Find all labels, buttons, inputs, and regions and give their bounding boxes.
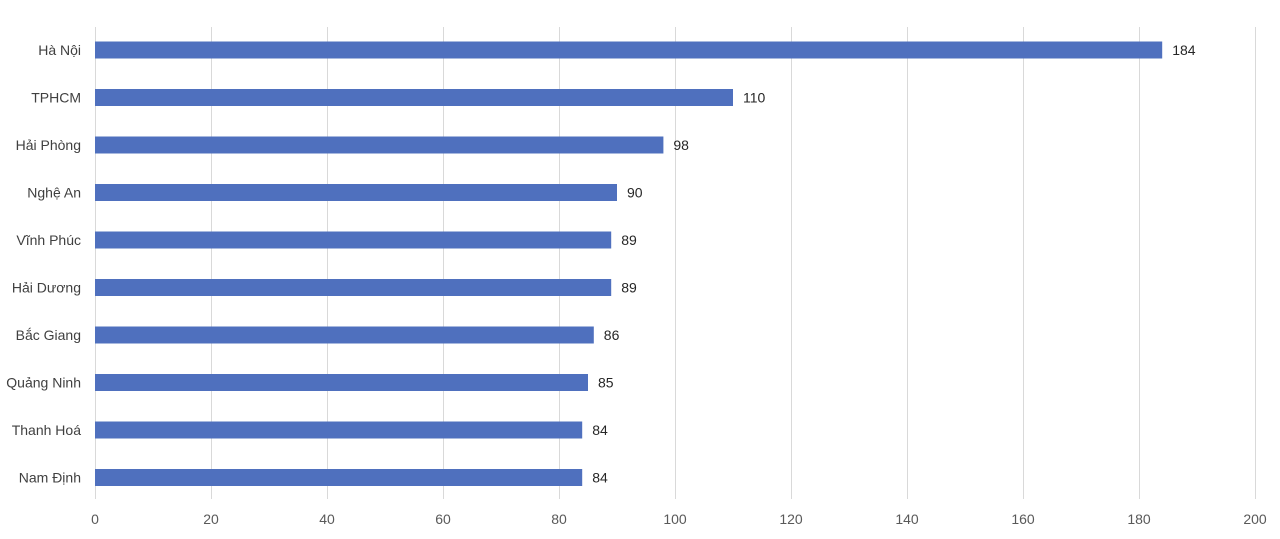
- x-tick-label: 40: [319, 511, 335, 527]
- bar: [95, 326, 594, 344]
- category-label: Quảng Ninh: [6, 375, 81, 391]
- x-tick-label: 180: [1127, 511, 1151, 527]
- bar: [95, 374, 588, 391]
- data-label: 184: [1172, 42, 1196, 58]
- data-label: 89: [621, 232, 637, 248]
- x-tick-label: 120: [779, 511, 803, 527]
- bar: [95, 41, 1163, 59]
- x-tick-label: 60: [435, 511, 451, 527]
- bars: [95, 41, 1163, 486]
- labels: 0 20 40 60 80 100 120 140 160 180 200 Hà Nội 184 TPHC…: [6, 42, 1267, 527]
- data-label: 110: [743, 90, 766, 106]
- category-label: Hải Dương: [12, 280, 81, 296]
- x-tick-label: 140: [895, 511, 919, 527]
- bar: [95, 184, 617, 201]
- x-tick-label: 0: [91, 511, 99, 527]
- data-label: 85: [598, 375, 614, 391]
- category-label: Vĩnh Phúc: [16, 232, 81, 248]
- data-label: 84: [592, 470, 608, 486]
- category-label: Hà Nội: [38, 42, 81, 58]
- bar: [95, 279, 612, 296]
- bar: [95, 421, 583, 439]
- category-label: Nam Định: [19, 470, 81, 486]
- category-label: TPHCM: [31, 90, 81, 106]
- data-label: 90: [627, 185, 643, 201]
- x-tick-label: 200: [1243, 511, 1267, 527]
- bar: [95, 231, 612, 249]
- x-tick-label: 20: [203, 511, 219, 527]
- data-label: 86: [604, 327, 620, 343]
- x-tick-label: 100: [663, 511, 687, 527]
- x-tick-label: 160: [1011, 511, 1035, 527]
- bar: [95, 89, 733, 106]
- bar: [95, 469, 583, 486]
- data-label: 84: [592, 422, 608, 438]
- x-tick-label: 80: [551, 511, 567, 527]
- bar: [95, 136, 664, 154]
- category-label: Thanh Hoá: [12, 422, 81, 438]
- data-label: 98: [673, 137, 689, 153]
- data-label: 89: [621, 280, 637, 296]
- category-label: Hải Phòng: [16, 137, 81, 153]
- category-label: Nghệ An: [27, 185, 81, 201]
- category-label: Bắc Giang: [16, 327, 81, 343]
